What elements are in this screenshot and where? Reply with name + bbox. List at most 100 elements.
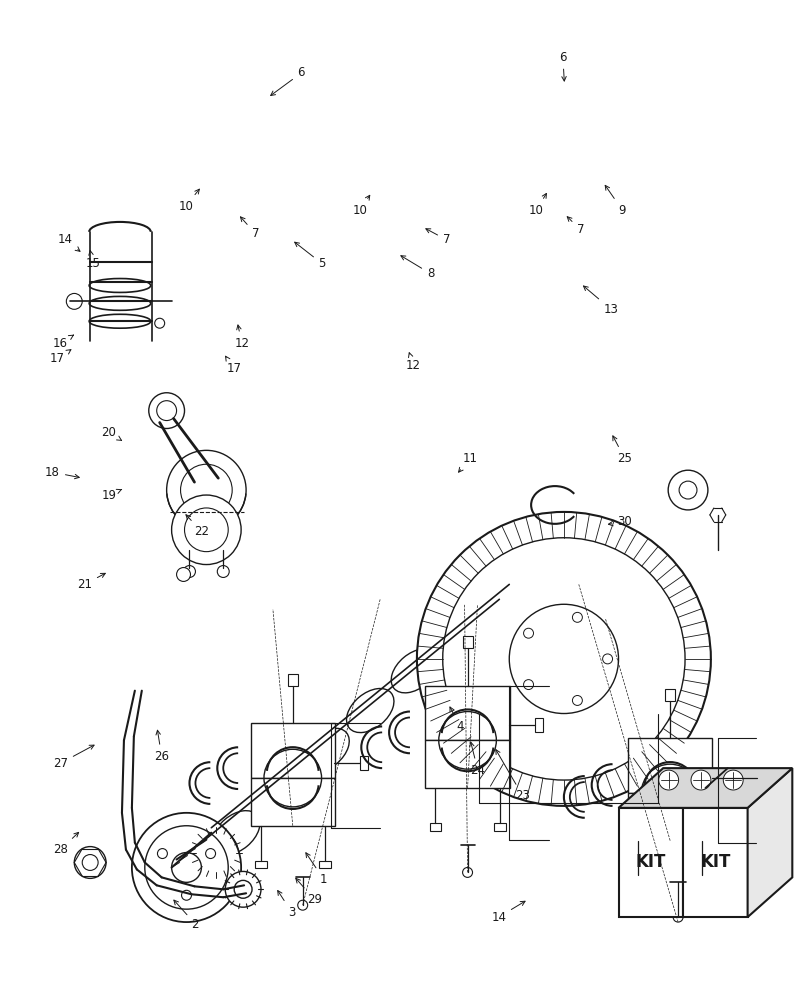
Text: 3: 3 — [278, 891, 296, 919]
Text: KIT: KIT — [636, 853, 666, 871]
Polygon shape — [494, 823, 506, 831]
Polygon shape — [628, 738, 713, 793]
Polygon shape — [618, 768, 793, 808]
Text: 24: 24 — [469, 742, 486, 777]
Text: 17: 17 — [50, 350, 71, 365]
Circle shape — [149, 393, 184, 428]
Polygon shape — [250, 723, 335, 778]
Ellipse shape — [347, 689, 394, 733]
Polygon shape — [665, 689, 675, 701]
Circle shape — [195, 831, 238, 874]
Text: 10: 10 — [179, 189, 200, 213]
Polygon shape — [360, 756, 368, 770]
Circle shape — [225, 871, 261, 907]
Text: 12: 12 — [406, 353, 421, 372]
Circle shape — [157, 401, 177, 421]
Text: 23: 23 — [496, 750, 530, 802]
Polygon shape — [425, 686, 510, 740]
Circle shape — [166, 450, 246, 530]
Circle shape — [184, 508, 228, 552]
Text: 7: 7 — [426, 229, 450, 246]
Text: 9: 9 — [605, 185, 626, 217]
Circle shape — [154, 318, 165, 328]
Circle shape — [145, 826, 228, 909]
Circle shape — [691, 770, 711, 790]
Text: 10: 10 — [352, 195, 370, 217]
Text: 11: 11 — [459, 452, 478, 472]
Text: KIT: KIT — [701, 853, 730, 871]
Circle shape — [82, 855, 98, 870]
Polygon shape — [757, 771, 767, 785]
Text: 7: 7 — [241, 217, 259, 240]
Polygon shape — [430, 823, 441, 831]
Polygon shape — [628, 793, 713, 841]
Text: 6: 6 — [271, 66, 305, 95]
Circle shape — [526, 621, 602, 697]
Polygon shape — [425, 740, 510, 788]
Text: 1: 1 — [306, 853, 327, 886]
Circle shape — [180, 464, 232, 516]
Ellipse shape — [391, 649, 439, 693]
Polygon shape — [618, 808, 683, 917]
Polygon shape — [250, 778, 335, 826]
Polygon shape — [683, 808, 747, 917]
Text: 15: 15 — [85, 251, 100, 270]
Text: 12: 12 — [234, 325, 250, 350]
Text: 10: 10 — [529, 193, 546, 217]
Circle shape — [463, 867, 473, 877]
Circle shape — [509, 604, 618, 714]
Circle shape — [723, 770, 743, 790]
Polygon shape — [696, 875, 708, 883]
Circle shape — [74, 847, 106, 878]
Circle shape — [217, 566, 229, 577]
Polygon shape — [747, 768, 793, 917]
Polygon shape — [255, 861, 267, 868]
Polygon shape — [632, 875, 644, 883]
Text: 14: 14 — [491, 901, 525, 924]
Text: 16: 16 — [53, 335, 74, 350]
Text: 29: 29 — [296, 878, 322, 906]
Text: 28: 28 — [53, 832, 78, 856]
Text: 17: 17 — [225, 356, 242, 375]
Text: 27: 27 — [53, 745, 94, 770]
Text: 6: 6 — [559, 51, 566, 81]
Circle shape — [171, 853, 201, 882]
Ellipse shape — [302, 728, 349, 772]
Text: 13: 13 — [583, 286, 618, 316]
Circle shape — [417, 512, 711, 806]
Text: 21: 21 — [77, 573, 105, 591]
Circle shape — [204, 841, 228, 864]
Text: 14: 14 — [58, 233, 80, 251]
Text: 30: 30 — [608, 515, 632, 528]
Ellipse shape — [431, 609, 478, 653]
Circle shape — [297, 900, 308, 910]
Text: 20: 20 — [101, 426, 122, 440]
Circle shape — [443, 538, 685, 780]
Circle shape — [659, 770, 679, 790]
Text: 22: 22 — [186, 515, 209, 538]
Circle shape — [132, 813, 241, 922]
Polygon shape — [535, 718, 543, 732]
Text: 26: 26 — [154, 730, 169, 763]
Text: 19: 19 — [101, 489, 122, 502]
Ellipse shape — [257, 771, 305, 815]
Text: 7: 7 — [567, 217, 584, 236]
Circle shape — [679, 481, 697, 499]
Polygon shape — [463, 636, 473, 648]
Text: 2: 2 — [174, 900, 199, 931]
Polygon shape — [288, 674, 297, 686]
Text: 5: 5 — [295, 242, 326, 270]
Text: 18: 18 — [45, 466, 79, 479]
Circle shape — [673, 912, 683, 922]
Text: 8: 8 — [401, 256, 434, 280]
Circle shape — [234, 880, 252, 898]
Circle shape — [177, 568, 191, 581]
Text: 25: 25 — [612, 436, 632, 465]
Ellipse shape — [213, 811, 260, 855]
Text: 4: 4 — [450, 707, 464, 733]
Circle shape — [66, 293, 82, 309]
Circle shape — [668, 470, 708, 510]
Circle shape — [171, 495, 241, 565]
Circle shape — [183, 566, 196, 577]
Polygon shape — [319, 861, 330, 868]
